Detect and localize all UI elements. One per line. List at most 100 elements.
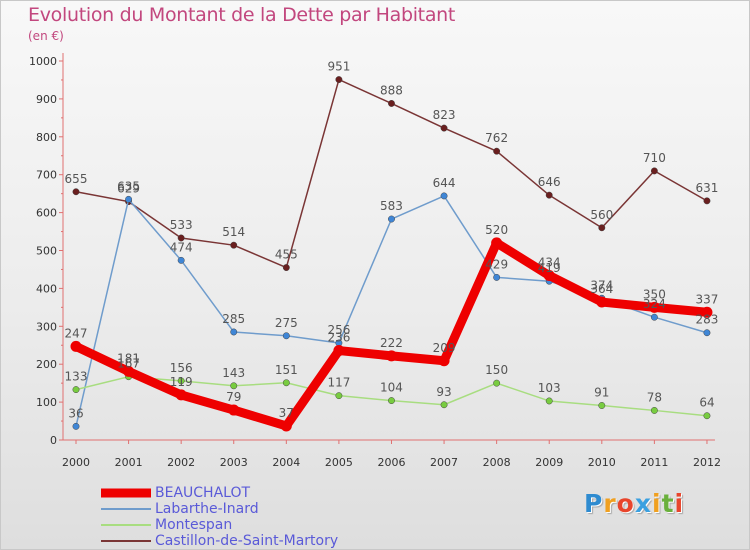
x-tick-label: 2002 bbox=[167, 456, 195, 469]
data-point-castillon-de-saint-martory bbox=[335, 76, 343, 84]
data-label-beauchalot: 181 bbox=[117, 351, 140, 365]
x-tick-label: 2011 bbox=[640, 456, 668, 469]
data-point-castillon-de-saint-martory bbox=[703, 197, 711, 205]
data-point-labarthe-inard bbox=[282, 332, 290, 340]
data-label-montespan: 64 bbox=[699, 396, 714, 410]
data-label-labarthe-inard: 635 bbox=[117, 179, 140, 193]
data-label-castillon-de-saint-martory: 560 bbox=[590, 208, 613, 222]
data-point-montespan bbox=[177, 377, 185, 385]
data-point-montespan bbox=[545, 397, 553, 405]
data-point-montespan bbox=[598, 402, 606, 409]
data-point-montespan bbox=[388, 397, 395, 405]
data-label-labarthe-inard: 644 bbox=[433, 176, 456, 190]
x-tick-label: 2006 bbox=[377, 456, 405, 469]
data-label-labarthe-inard: 419 bbox=[538, 261, 561, 275]
data-label-beauchalot: 364 bbox=[590, 282, 613, 296]
data-label-castillon-de-saint-martory: 762 bbox=[485, 131, 508, 145]
x-tick-label: 2012 bbox=[693, 456, 721, 469]
data-label-labarthe-inard: 374 bbox=[590, 278, 613, 292]
legend-label: Montespan bbox=[155, 517, 233, 533]
legend-item-beauchalot: BEAUCHALOT bbox=[101, 485, 338, 501]
y-tick-label: 900 bbox=[36, 93, 57, 106]
data-point-beauchalot bbox=[543, 270, 555, 282]
data-point-labarthe-inard bbox=[703, 329, 711, 337]
logo-letter: o bbox=[616, 489, 635, 518]
data-label-beauchalot: 37 bbox=[279, 406, 294, 420]
y-tick-label: 600 bbox=[36, 207, 57, 220]
data-label-labarthe-inard: 474 bbox=[170, 240, 193, 254]
data-label-castillon-de-saint-martory: 888 bbox=[380, 83, 403, 97]
y-tick-label: 800 bbox=[36, 131, 57, 144]
data-label-montespan: 78 bbox=[647, 390, 662, 404]
data-label-montespan: 150 bbox=[485, 363, 508, 377]
legend-item-castillon-de-saint-martory: Castillon-de-Saint-Martory bbox=[101, 533, 338, 549]
data-point-labarthe-inard bbox=[493, 273, 501, 281]
legend-item-labarthe-inard: Labarthe-Inard bbox=[101, 501, 338, 517]
legend-swatch bbox=[101, 524, 151, 526]
data-label-beauchalot: 79 bbox=[226, 390, 241, 404]
data-point-beauchalot bbox=[596, 296, 608, 308]
legend-swatch bbox=[101, 540, 151, 542]
data-label-castillon-de-saint-martory: 455 bbox=[275, 248, 298, 262]
legend-item-montespan: Montespan bbox=[101, 517, 338, 533]
data-label-montespan: 167 bbox=[117, 357, 140, 371]
x-tick-label: 2003 bbox=[220, 456, 248, 469]
legend-label: BEAUCHALOT bbox=[155, 485, 251, 501]
data-label-montespan: 156 bbox=[170, 361, 193, 375]
data-label-montespan: 151 bbox=[275, 363, 298, 377]
data-point-labarthe-inard bbox=[72, 422, 80, 430]
data-point-montespan bbox=[282, 379, 290, 387]
data-label-castillon-de-saint-martory: 655 bbox=[65, 172, 88, 186]
data-point-labarthe-inard bbox=[125, 195, 133, 203]
data-point-montespan bbox=[335, 392, 343, 400]
data-point-castillon-de-saint-martory bbox=[493, 147, 501, 155]
data-label-beauchalot: 350 bbox=[643, 287, 666, 301]
data-label-castillon-de-saint-martory: 646 bbox=[538, 175, 561, 189]
y-tick-label: 300 bbox=[36, 320, 57, 333]
y-tick-label: 100 bbox=[36, 396, 57, 409]
data-label-labarthe-inard: 285 bbox=[222, 312, 245, 326]
data-point-beauchalot bbox=[175, 389, 187, 401]
data-point-beauchalot bbox=[70, 340, 82, 352]
data-label-beauchalot: 520 bbox=[485, 223, 508, 237]
logo-letter: t bbox=[661, 489, 675, 518]
data-label-labarthe-inard: 275 bbox=[275, 316, 298, 330]
legend-label: Castillon-de-Saint-Martory bbox=[155, 533, 339, 549]
y-tick-label: 1000 bbox=[29, 55, 57, 68]
data-point-labarthe-inard bbox=[650, 313, 658, 321]
data-point-castillon-de-saint-martory bbox=[598, 224, 606, 232]
y-tick-label: 200 bbox=[36, 358, 57, 371]
data-label-beauchalot: 236 bbox=[327, 331, 350, 345]
data-label-castillon-de-saint-martory: 631 bbox=[696, 181, 719, 195]
x-tick-label: 2001 bbox=[115, 456, 143, 469]
data-point-labarthe-inard bbox=[177, 256, 185, 264]
x-tick-label: 2009 bbox=[535, 456, 563, 469]
logo-letter: r bbox=[603, 489, 617, 518]
data-label-castillon-de-saint-martory: 629 bbox=[117, 182, 140, 196]
data-point-castillon-de-saint-martory bbox=[72, 188, 80, 196]
legend-swatch bbox=[101, 508, 151, 510]
data-point-montespan bbox=[230, 382, 238, 390]
logo-letter: i bbox=[674, 489, 685, 518]
x-tick-label: 2008 bbox=[483, 456, 511, 469]
series-line-castillon-de-saint-martory bbox=[75, 78, 708, 269]
data-label-montespan: 104 bbox=[380, 381, 403, 395]
y-tick-label: 500 bbox=[36, 245, 57, 258]
data-point-montespan bbox=[493, 379, 501, 387]
data-point-montespan bbox=[440, 401, 448, 409]
data-point-beauchalot bbox=[648, 301, 660, 313]
x-tick-label: 2004 bbox=[272, 456, 300, 469]
data-label-castillon-de-saint-martory: 533 bbox=[170, 218, 193, 232]
data-point-beauchalot bbox=[228, 404, 240, 416]
data-label-beauchalot: 209 bbox=[433, 341, 456, 355]
data-label-montespan: 91 bbox=[594, 386, 609, 400]
data-label-castillon-de-saint-martory: 710 bbox=[643, 151, 666, 165]
data-label-beauchalot: 434 bbox=[538, 256, 561, 270]
data-point-labarthe-inard bbox=[388, 215, 395, 223]
data-label-beauchalot: 337 bbox=[696, 292, 719, 306]
x-tick-label: 2010 bbox=[588, 456, 616, 469]
data-label-beauchalot: 119 bbox=[170, 375, 193, 389]
logo-letter: P bbox=[584, 489, 604, 518]
